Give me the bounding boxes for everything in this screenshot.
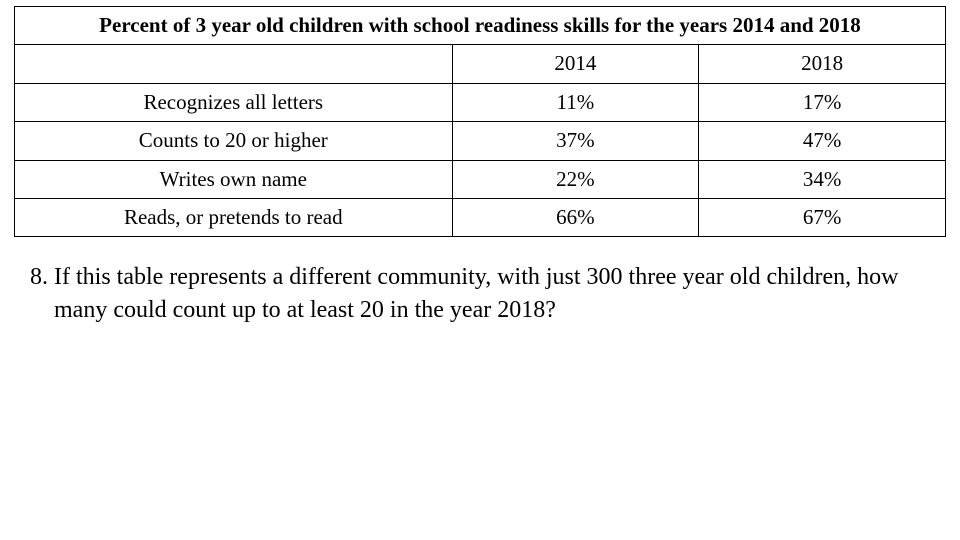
value-2014: 11% [452, 83, 699, 121]
question-text: If this table represents a different com… [54, 261, 946, 326]
question-item: 8. If this table represents a different … [14, 261, 946, 326]
value-2014: 37% [452, 122, 699, 160]
value-2018: 47% [699, 122, 946, 160]
value-2018: 17% [699, 83, 946, 121]
header-blank [15, 45, 453, 83]
value-2014: 66% [452, 198, 699, 236]
header-year-2014: 2014 [452, 45, 699, 83]
skill-label: Writes own name [15, 160, 453, 198]
value-2018: 67% [699, 198, 946, 236]
skill-label: Reads, or pretends to read [15, 198, 453, 236]
value-2018: 34% [699, 160, 946, 198]
table-row: Counts to 20 or higher 37% 47% [15, 122, 946, 160]
header-year-2018: 2018 [699, 45, 946, 83]
table-row: Reads, or pretends to read 66% 67% [15, 198, 946, 236]
table-title: Percent of 3 year old children with scho… [15, 7, 946, 45]
table-row: Writes own name 22% 34% [15, 160, 946, 198]
value-2014: 22% [452, 160, 699, 198]
skill-label: Counts to 20 or higher [15, 122, 453, 160]
table-header-row: 2014 2018 [15, 45, 946, 83]
table-row: Recognizes all letters 11% 17% [15, 83, 946, 121]
question-number: 8. [14, 261, 54, 293]
readiness-table: Percent of 3 year old children with scho… [14, 6, 946, 237]
skill-label: Recognizes all letters [15, 83, 453, 121]
table-title-row: Percent of 3 year old children with scho… [15, 7, 946, 45]
